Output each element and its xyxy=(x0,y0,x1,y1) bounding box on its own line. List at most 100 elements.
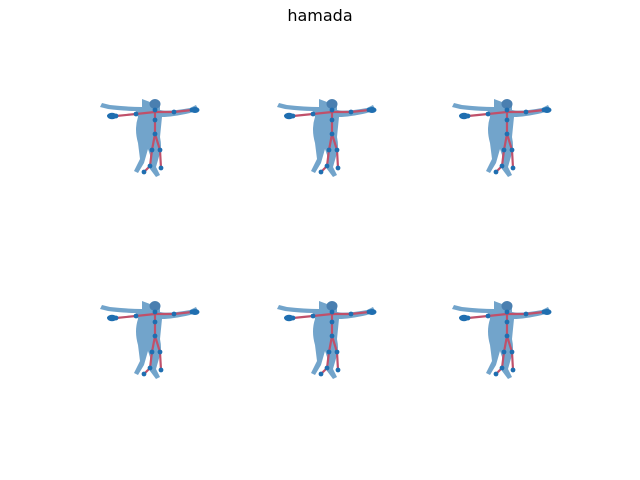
skeleton-joint xyxy=(501,349,507,355)
skeleton-bone xyxy=(150,132,157,152)
skeleton-joint xyxy=(133,111,139,117)
skeleton-joint xyxy=(504,107,510,113)
skeleton-joint xyxy=(310,313,316,319)
skeleton-joint xyxy=(499,163,505,169)
head xyxy=(501,99,513,109)
skeleton-bone xyxy=(325,148,331,168)
skeleton-bone xyxy=(524,108,546,114)
right-hand xyxy=(542,309,552,315)
body-figure xyxy=(452,301,552,379)
skeleton-bone xyxy=(505,334,514,354)
skeleton-joint xyxy=(504,117,510,123)
skeleton-joint xyxy=(335,367,341,373)
left-hand xyxy=(459,112,469,120)
skeleton-joint xyxy=(310,111,316,117)
skeleton-joint xyxy=(329,107,335,113)
body-mesh xyxy=(452,99,550,177)
skeleton-bone xyxy=(158,350,163,372)
skeleton-bone xyxy=(466,112,490,118)
skeleton-joint xyxy=(157,147,163,153)
skeleton-bone xyxy=(153,334,162,354)
body-mesh xyxy=(100,301,198,379)
skeleton-bone xyxy=(291,314,315,320)
panel-5 xyxy=(277,292,387,392)
skeleton-bone xyxy=(500,148,506,168)
right-hand xyxy=(190,107,200,113)
skeleton-bone xyxy=(466,314,490,320)
skeleton-joint xyxy=(318,371,324,377)
skeleton-joint xyxy=(329,117,335,123)
skeleton-joint xyxy=(326,147,332,153)
right-hand xyxy=(367,107,377,113)
skeleton-joint xyxy=(171,109,177,115)
skeleton-bone xyxy=(486,110,509,116)
skeleton-joint xyxy=(152,319,158,325)
panel-3 xyxy=(452,90,562,190)
skeleton-joint xyxy=(485,111,491,117)
skeleton-bone xyxy=(311,110,334,116)
skeleton-joint xyxy=(510,367,516,373)
skeleton-bone xyxy=(153,132,162,152)
head xyxy=(149,301,161,311)
body-mesh xyxy=(277,301,375,379)
skeleton-joint xyxy=(158,367,164,373)
head xyxy=(326,301,338,311)
skeleton-joint xyxy=(329,333,335,339)
skeleton-joint xyxy=(152,309,158,315)
skeleton-joint xyxy=(499,365,505,371)
skeleton-bone xyxy=(114,112,138,118)
left-hand xyxy=(107,314,117,322)
skeleton-bone xyxy=(311,312,334,318)
skeleton-bone xyxy=(148,148,154,168)
skeleton-joint xyxy=(324,163,330,169)
skeleton-bone xyxy=(510,148,515,170)
skeleton-bone xyxy=(349,108,371,114)
skeleton-bone xyxy=(327,334,334,354)
skeleton-joint xyxy=(504,131,510,137)
skeleton-bone xyxy=(335,148,340,170)
panel-4 xyxy=(100,292,210,392)
body-figure xyxy=(100,99,200,177)
right-hand xyxy=(367,309,377,315)
skeleton-joint xyxy=(334,349,340,355)
skeleton-bone xyxy=(114,314,138,320)
skeleton-joint xyxy=(171,311,177,317)
skeleton-joint xyxy=(152,131,158,137)
skeleton-joint xyxy=(147,365,153,371)
skeleton-joint xyxy=(493,371,499,377)
skeleton-bone xyxy=(330,132,339,152)
skeleton-bone xyxy=(134,312,157,318)
head xyxy=(149,99,161,109)
skeleton-joint xyxy=(158,165,164,171)
head xyxy=(326,99,338,109)
body-figure xyxy=(100,301,200,379)
skeleton-bone xyxy=(330,334,339,354)
body-figure xyxy=(452,99,552,177)
skeleton-joint xyxy=(485,313,491,319)
skeleton-joint xyxy=(149,349,155,355)
skeleton-bone xyxy=(327,132,334,152)
skeleton-joint xyxy=(348,311,354,317)
skeleton-bone xyxy=(349,310,371,316)
body-figure xyxy=(277,301,377,379)
panel-1 xyxy=(100,90,210,190)
skeleton-joint xyxy=(329,319,335,325)
skeleton-joint xyxy=(141,169,147,175)
skeleton-joint xyxy=(504,319,510,325)
skeleton-joint xyxy=(509,147,515,153)
figure-title: hamada xyxy=(287,6,353,25)
skeleton-joint xyxy=(329,309,335,315)
skeleton-joint xyxy=(157,349,163,355)
skeleton-joint xyxy=(504,309,510,315)
skeleton-joint xyxy=(152,333,158,339)
skeleton-joint xyxy=(152,107,158,113)
left-hand xyxy=(284,112,294,120)
skeleton-bone xyxy=(502,132,509,152)
panel-6 xyxy=(452,292,562,392)
skeleton-joint xyxy=(318,169,324,175)
skeleton-bone xyxy=(134,110,157,116)
skeleton-joint xyxy=(324,365,330,371)
head xyxy=(501,301,513,311)
skeleton-joint xyxy=(334,147,340,153)
